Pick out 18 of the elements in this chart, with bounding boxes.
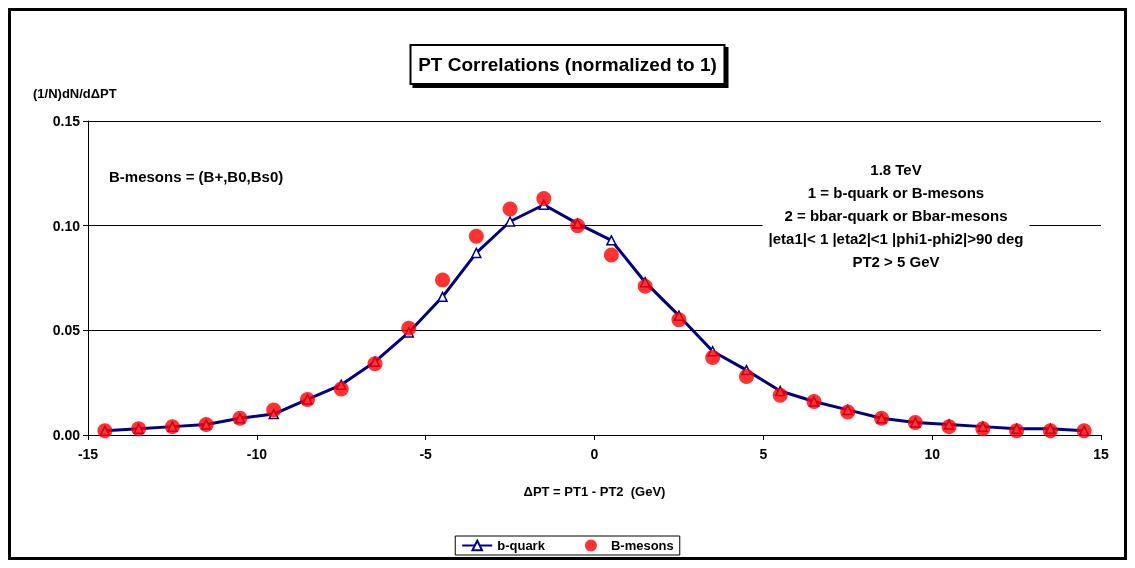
x-tick-label: -10 bbox=[246, 446, 268, 462]
y-tick-label: 0.10 bbox=[52, 217, 81, 234]
x-tick-label: 5 bbox=[759, 446, 768, 462]
y-axis-title: (1/N)dN/dΔPT bbox=[33, 86, 117, 101]
annotation: B-mesons = (B+,B0,Bs0) bbox=[109, 168, 284, 185]
x-tick-label: 10 bbox=[924, 446, 941, 462]
annotation: 1.8 TeV 1 = b-quark or B-mesons 2 = bbar-quark or Bbar-mesons |eta1|< 1 |eta2|<1 |phi1-phi2|>90 deg PT2 > 5 GeV bbox=[768, 161, 1024, 270]
x-tick-label: 15 bbox=[1093, 446, 1109, 462]
chart-title: PT Correlations (normalized to 1) bbox=[418, 54, 717, 75]
legend-label: b-quark bbox=[497, 538, 546, 553]
x-tick-label: -15 bbox=[77, 446, 99, 462]
x-tick-label: -5 bbox=[419, 446, 433, 462]
y-tick-label: 0.15 bbox=[52, 113, 81, 129]
x-tick-label: 0 bbox=[590, 446, 599, 462]
y-tick-label: 0.00 bbox=[52, 427, 81, 443]
x-axis-title: ΔPT = PT1 - PT2 (GeV) bbox=[523, 484, 666, 499]
legend-label: B-mesons bbox=[610, 538, 674, 553]
y-tick-label: 0.05 bbox=[52, 322, 81, 339]
